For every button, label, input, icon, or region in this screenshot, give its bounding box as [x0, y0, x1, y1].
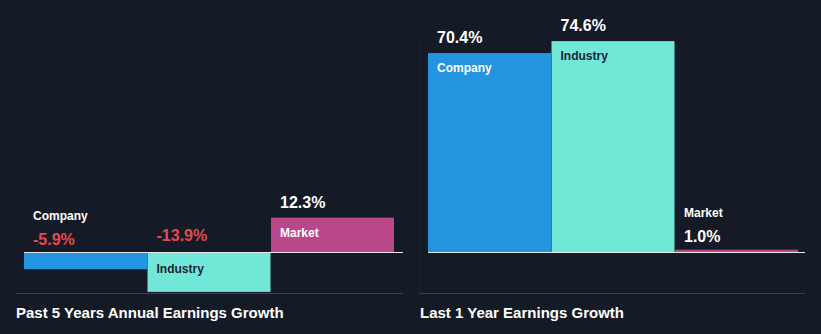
baseline	[24, 252, 403, 253]
value-axis	[420, 40, 421, 295]
value-label: 1.0%	[684, 228, 720, 245]
chart-panel: Company -5.9% -13.9% Industry 12.3% Market Pas…	[16, 40, 403, 321]
bar	[24, 253, 147, 270]
value-label: 12.3%	[280, 194, 325, 211]
value-label: -13.9%	[157, 227, 208, 244]
bar	[552, 41, 675, 252]
chart-title: Last 1 Year Earnings Growth	[420, 304, 624, 321]
category-label: Industry	[157, 262, 205, 276]
category-label: Company	[33, 209, 88, 223]
separator	[16, 293, 403, 294]
value-label: -5.9%	[33, 231, 75, 248]
category-label: Industry	[561, 49, 609, 63]
chart-panel: 70.4% Company 74.6% Industry Market 1.0% Last …	[420, 17, 805, 321]
bars	[24, 218, 394, 292]
background	[0, 0, 821, 334]
category-label: Market	[280, 226, 319, 240]
labels: 70.4% Company 74.6% Industry Market 1.0%	[437, 17, 723, 245]
chart-title: Past 5 Years Annual Earnings Growth	[16, 304, 284, 321]
bar	[271, 218, 394, 253]
labels: Company -5.9% -13.9% Industry 12.3% Market	[33, 194, 325, 276]
value-label: 70.4%	[437, 29, 482, 46]
separator	[420, 293, 805, 294]
category-label: Company	[437, 61, 492, 75]
bar	[428, 53, 551, 252]
value-axis	[16, 40, 17, 295]
bars	[428, 41, 798, 252]
category-label: Market	[684, 206, 723, 220]
root: Company -5.9% -13.9% Industry 12.3% Market Pas…	[0, 0, 821, 334]
chart-canvas: Company -5.9% -13.9% Industry 12.3% Market Pas…	[0, 0, 821, 334]
value-label: 74.6%	[561, 17, 606, 34]
bar	[148, 253, 271, 292]
baseline	[428, 252, 805, 253]
